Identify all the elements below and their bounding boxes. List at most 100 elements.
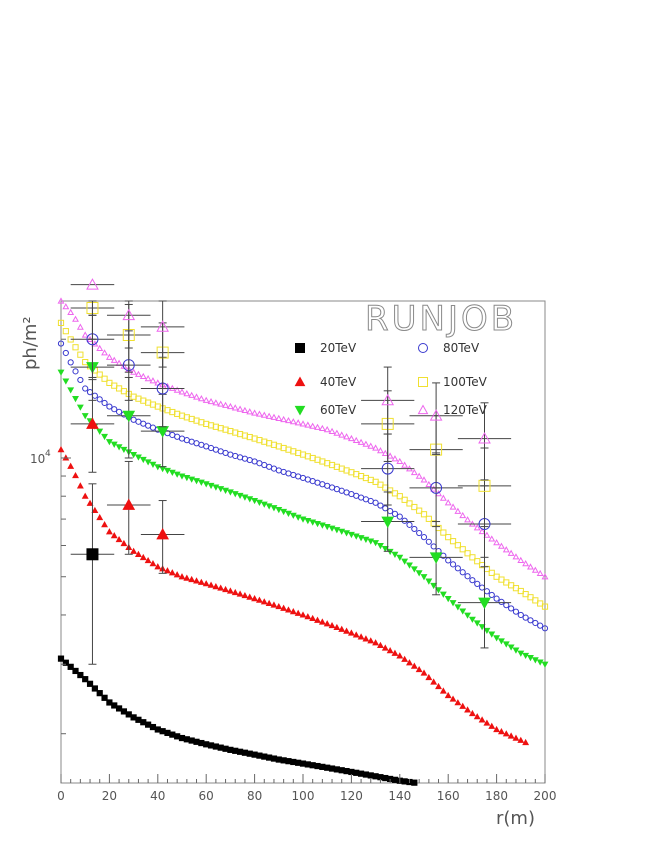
plot-layer [57, 278, 549, 786]
curve-point [420, 534, 428, 541]
curve-point [512, 608, 520, 615]
curve-point [406, 562, 413, 569]
curve-point [105, 439, 113, 446]
curve-point [193, 478, 200, 485]
curve-point [222, 401, 230, 408]
curve-point [449, 538, 457, 545]
legend-marker [294, 376, 306, 387]
series-40TeV [57, 445, 530, 746]
curve-point [82, 385, 89, 392]
curve-point [343, 627, 351, 634]
curve-point [197, 479, 205, 486]
curve-point [498, 598, 505, 605]
curve-point [454, 699, 462, 706]
curve-point [473, 524, 481, 531]
curve-point [512, 734, 520, 741]
curve-point [81, 413, 89, 420]
curve-point [411, 525, 418, 533]
curve-point [527, 617, 534, 624]
curve-point [270, 505, 278, 512]
data-point [122, 308, 136, 321]
curve-point [410, 566, 418, 573]
curve-point [318, 618, 326, 625]
curve-point [164, 567, 171, 574]
curve-point [497, 542, 505, 549]
curve-point [139, 553, 147, 561]
legend-item-60TeV: 60TeV [294, 403, 357, 417]
curve-point [381, 644, 389, 651]
curve-point [343, 530, 351, 537]
legend-label: 80TeV [443, 341, 480, 355]
data-point [86, 417, 99, 429]
curve-point [507, 549, 515, 556]
curve-point [226, 587, 234, 594]
data-point [429, 409, 443, 421]
curve-point [241, 591, 249, 599]
curve-point [130, 547, 138, 554]
curve-point [62, 328, 69, 335]
curve-point [96, 690, 103, 697]
curve-point [493, 635, 501, 642]
curve-point [376, 641, 384, 649]
curve-point [401, 655, 409, 662]
curve-point [188, 575, 196, 583]
curve-point [435, 587, 442, 594]
curve-point [497, 638, 505, 645]
curve-point [497, 728, 505, 735]
curve-point [508, 605, 515, 612]
curve-point [202, 396, 210, 403]
curve-point [454, 542, 461, 549]
curve-point [57, 319, 65, 327]
curve-point [527, 594, 534, 601]
curve-point [410, 468, 418, 476]
curve-point [299, 420, 307, 427]
legend-label: 100TeV [443, 375, 488, 389]
data-point [122, 410, 136, 423]
curve-point [527, 655, 534, 662]
curve-point [449, 561, 457, 568]
curve-point [474, 558, 481, 565]
curve-point [372, 444, 380, 451]
curve-point [323, 425, 331, 433]
curve-point [101, 399, 108, 407]
data-point [478, 597, 491, 610]
curve-point [106, 403, 113, 410]
y-axis-label: ph/m² [20, 316, 41, 370]
curve-point [183, 390, 191, 397]
curve-point [251, 497, 259, 505]
curve-point [493, 539, 501, 546]
curve-point [105, 353, 113, 360]
curve-point [464, 573, 471, 580]
curve-point [396, 457, 404, 465]
curve-point [357, 633, 365, 640]
curve-point [265, 503, 273, 510]
curve-point [459, 702, 467, 709]
curve-point [314, 616, 321, 623]
curve-point [362, 635, 370, 642]
curve-point [323, 524, 331, 531]
curve-point [314, 521, 321, 528]
curve-point [212, 583, 220, 590]
x-tick-label: 80 [247, 789, 262, 803]
curve-point [401, 558, 409, 565]
curve-point [347, 434, 355, 442]
curve-point [120, 539, 128, 547]
curve-point [352, 533, 360, 540]
curve-point [149, 377, 157, 384]
data-point [156, 527, 169, 540]
curve-point [522, 591, 529, 598]
curve-point [333, 527, 341, 534]
curve-point [193, 577, 200, 584]
curve-point [77, 671, 84, 679]
curve-point [309, 519, 317, 526]
x-tick-label: 140 [388, 789, 411, 803]
curve-point [381, 449, 389, 456]
curve-point [522, 614, 529, 621]
curve-point [57, 445, 65, 453]
curve-point [231, 491, 239, 498]
curve-point [357, 535, 365, 542]
curve-point [139, 372, 147, 380]
y-tick-label: 10 [30, 452, 45, 466]
curve-point [517, 736, 525, 743]
curve-point [464, 706, 472, 713]
